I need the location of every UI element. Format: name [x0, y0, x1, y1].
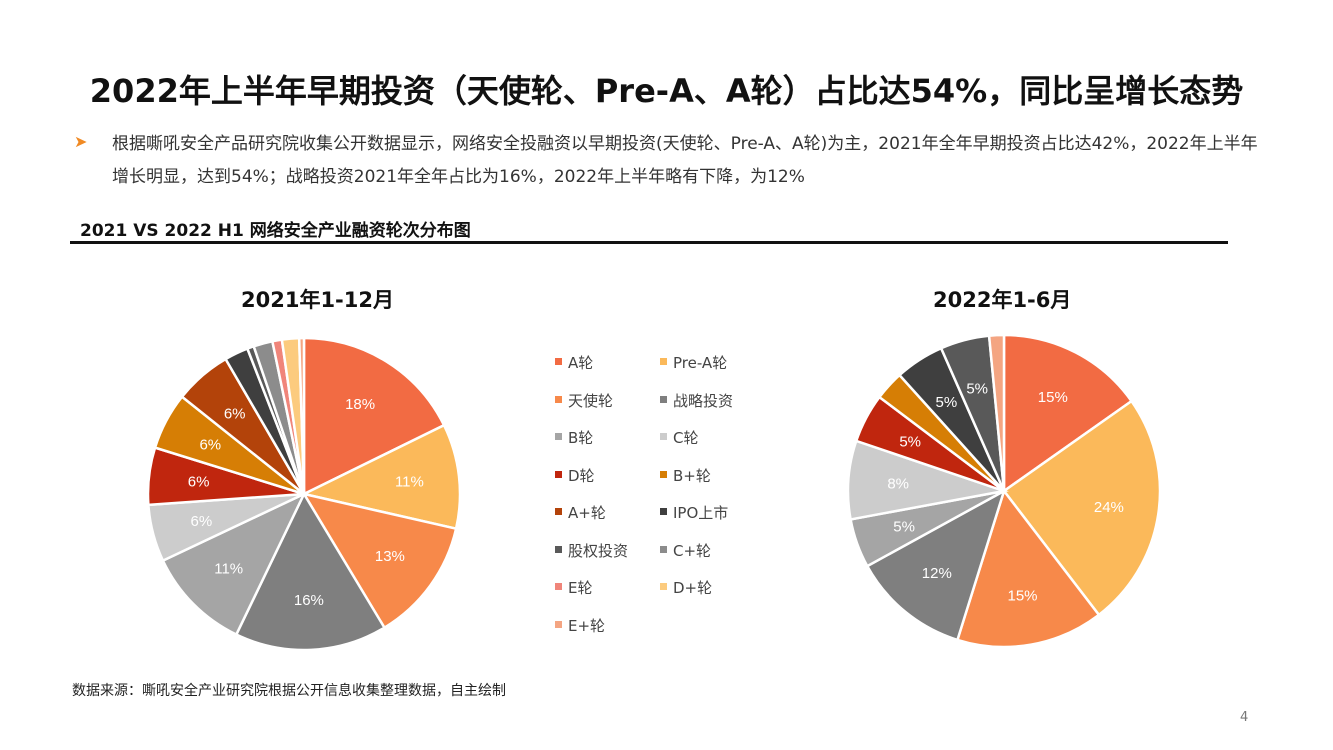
legend-item-ipo: IPO上市 [660, 502, 728, 523]
legend-swatch [555, 433, 562, 440]
pie2021-label-d: 6% [188, 474, 210, 491]
pie2021-slice-angel [301, 492, 458, 630]
legend-label: E轮 [568, 579, 593, 597]
legend-label: Pre-A轮 [673, 354, 728, 372]
pie-chart-2021: 18%11%13%16%11%6%6%6%6% [146, 336, 462, 652]
chart-subtitle: 2021 VS 2022 H1 网络安全产业融资轮次分布图 [80, 221, 471, 241]
legend-swatch [555, 620, 562, 628]
pie-2021-title: 2021年1-12月 [241, 288, 394, 312]
pie2021-slice-strategic [234, 491, 387, 652]
pie2021-label-pre-a: 11% [395, 474, 424, 491]
pie2021-label-b-plus: 6% [199, 436, 221, 453]
pie2022-label-c-plus: 5% [966, 380, 988, 397]
legend-item-a-plus: A+轮 [555, 502, 606, 523]
slide-title: 2022年上半年早期投资（天使轮、Pre-A、A轮）占比达54%，同比呈增长态势 [89, 72, 1244, 110]
legend-item-d-plus: D+轮 [660, 577, 712, 598]
pie2021-label-angel: 13% [375, 548, 405, 565]
pie2021-slice-e-plus [297, 336, 306, 495]
subtitle-divider [70, 241, 1228, 244]
legend-item-strategic: 战略投资 [660, 390, 733, 411]
legend-item-c: C轮 [660, 427, 698, 448]
bullet-text: 根据嘶吼安全产品研究院收集公开数据显示，网络安全投融资以早期投资(天使轮、Pre… [112, 134, 1258, 187]
legend-swatch [660, 433, 667, 440]
legend-swatch [555, 583, 562, 590]
pie2022-label-a: 15% [1038, 389, 1068, 406]
pie2022-slice-a [1002, 333, 1134, 494]
pie2021-label-a: 18% [345, 396, 375, 413]
legend-item-d: D轮 [555, 465, 595, 486]
legend-swatch [555, 358, 562, 365]
legend-item-b-plus: B+轮 [660, 465, 711, 486]
legend-swatch [555, 545, 562, 553]
legend-item-a: A轮 [555, 352, 593, 373]
legend-swatch [555, 508, 562, 515]
legend-swatch [660, 358, 667, 365]
legend-item-pre-a: Pre-A轮 [660, 352, 727, 373]
pie2022-label-b: 5% [893, 519, 915, 536]
legend-swatch [660, 583, 667, 590]
pie2021-label-c: 6% [191, 513, 213, 530]
legend-swatch [660, 545, 667, 553]
legend-swatch [555, 470, 562, 478]
pie2021-label-b: 11% [214, 561, 243, 578]
legend-label: 股权投资 [568, 541, 629, 560]
legend-label: C+轮 [673, 541, 712, 560]
legend-label: C轮 [673, 429, 699, 447]
legend-swatch [660, 395, 667, 403]
pie-2022-title: 2022年1-6月 [933, 288, 1072, 312]
pie2021-label-strategic: 16% [294, 592, 324, 609]
pie2022-label-ipo: 5% [936, 394, 958, 411]
pie2022-slice-e-plus [987, 333, 1006, 492]
legend-label: A轮 [568, 354, 594, 372]
pie2022-label-angel: 15% [1007, 588, 1037, 605]
pie2021-label-a-plus: 6% [224, 406, 246, 423]
legend-label: 战略投资 [673, 391, 734, 410]
legend-item-c-plus: C+轮 [660, 540, 711, 561]
legend-label: E+轮 [568, 616, 606, 635]
legend-label: 天使轮 [568, 391, 614, 410]
pie2022-label-d: 5% [899, 433, 921, 450]
pie-chart-2022-h1: 15% 24% 15% 12% 5% 8% 5% 5% 5% [846, 333, 1162, 649]
legend-label: B轮 [568, 429, 594, 447]
legend-item-e-plus: E+轮 [555, 615, 605, 636]
legend-label: D轮 [568, 466, 595, 485]
data-source-note: 数据来源：嘶吼安全产业研究院根据公开信息收集整理数据，自主绘制 [72, 683, 506, 699]
pie2022-slice-strategic [865, 488, 1007, 642]
legend-label: IPO上市 [673, 504, 729, 522]
legend-label: A+轮 [568, 504, 606, 522]
legend-swatch [660, 508, 667, 515]
legend-item-e: E轮 [555, 577, 592, 598]
pie2022-label-c: 8% [887, 475, 909, 492]
page-number: 4 [1240, 710, 1249, 725]
pie2022-slice-pre-a [1002, 399, 1162, 617]
arrow-bullet-icon: ➤ [74, 132, 88, 151]
legend-item-angel: 天使轮 [555, 390, 613, 411]
legend-swatch [660, 470, 667, 478]
legend-item-equity: 股权投资 [555, 540, 628, 561]
pie2022-label-strategic: 12% [922, 565, 952, 582]
pie2021-slice-a [302, 336, 446, 497]
pie2022-label-pre-a: 24% [1094, 499, 1124, 516]
legend-item-b: B轮 [555, 427, 593, 448]
legend-swatch [555, 395, 562, 403]
pie2021-slice-b [161, 491, 307, 637]
legend-label: D+轮 [673, 579, 713, 597]
legend-label: B+轮 [673, 466, 711, 485]
